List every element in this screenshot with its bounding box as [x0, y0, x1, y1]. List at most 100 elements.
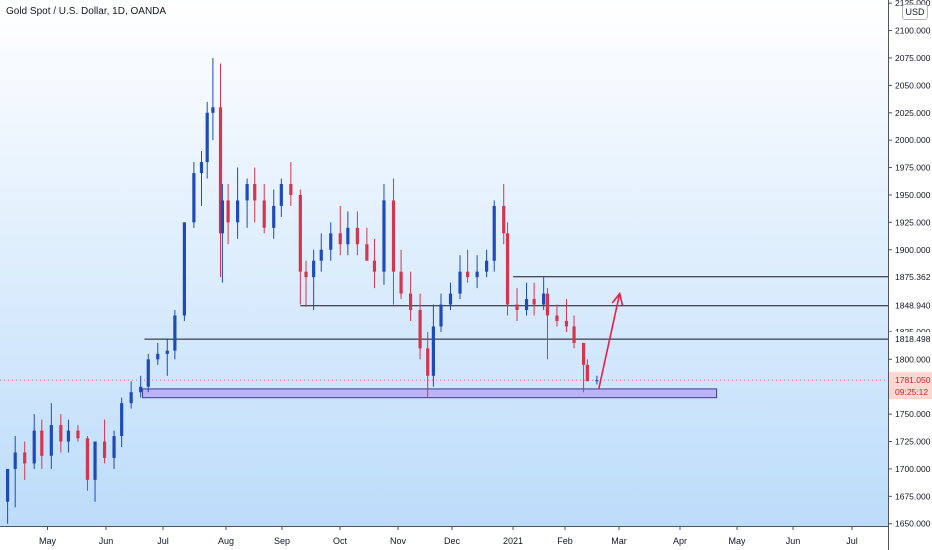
candle-body — [139, 386, 143, 393]
candle — [298, 189, 302, 305]
candle — [346, 211, 350, 256]
candle-body — [304, 271, 308, 278]
x-tick-label: May — [39, 536, 57, 546]
candle-body — [220, 200, 225, 234]
candle-body — [585, 364, 589, 382]
y-tick-label: 1750.000 — [895, 409, 931, 419]
candle — [205, 101, 209, 179]
candle-body — [32, 430, 36, 464]
candle-body — [399, 271, 403, 294]
x-tick-label: Jul — [846, 536, 858, 546]
candle-body — [146, 359, 150, 387]
y-tick-label: 1975.000 — [895, 163, 931, 173]
candle-body — [173, 315, 177, 351]
candle — [475, 255, 479, 289]
x-tick-label: Aug — [218, 536, 234, 546]
candle-body — [165, 350, 169, 354]
level-label: 1818.498 — [895, 334, 931, 344]
candle — [466, 249, 470, 283]
candle-body — [355, 227, 359, 245]
chart-title: Gold Spot / U.S. Dollar, 1D, OANDA — [6, 6, 167, 17]
candle — [505, 222, 510, 316]
candle-body — [595, 380, 599, 382]
y-tick-label: 1825.000 — [895, 327, 931, 337]
candle-body — [66, 430, 71, 442]
candle-body — [372, 260, 377, 272]
candle — [426, 331, 430, 398]
candle — [542, 277, 546, 311]
candle-body — [59, 425, 63, 442]
candle-body — [236, 200, 240, 223]
candle — [253, 167, 257, 223]
candle — [226, 184, 230, 245]
plot-background — [0, 0, 888, 526]
candle — [66, 419, 71, 453]
candle-body — [312, 260, 316, 278]
candle — [220, 184, 225, 283]
candle — [595, 375, 599, 385]
x-tick-label: 2021 — [503, 536, 523, 546]
y-tick-label: 1650.000 — [895, 519, 931, 529]
candle — [418, 293, 422, 360]
candle-body — [555, 315, 559, 321]
candle-body — [418, 310, 422, 349]
candle — [23, 441, 27, 480]
countdown-label: 09:25:12 — [895, 387, 928, 397]
candle — [365, 227, 369, 261]
candle-body — [391, 200, 396, 272]
candle-body — [253, 184, 257, 201]
y-tick-label: 1900.000 — [895, 245, 931, 255]
candle-body — [408, 293, 413, 311]
candle-body — [365, 244, 369, 261]
candle-body — [515, 304, 519, 311]
candle — [112, 430, 116, 469]
candle — [76, 425, 80, 442]
candle — [120, 397, 124, 448]
candle — [146, 353, 150, 393]
candle — [399, 249, 403, 300]
currency-badge[interactable]: USD — [902, 4, 928, 20]
arrow-shaft — [597, 293, 621, 390]
candle-body — [182, 222, 186, 316]
y-tick-label: 2050.000 — [895, 80, 931, 90]
candle — [572, 315, 576, 349]
y-tick-label: 2075.000 — [895, 53, 931, 63]
x-tick-label: Apr — [673, 536, 687, 546]
candle-body — [564, 320, 569, 327]
candle-body — [431, 326, 435, 376]
y-tick-label: 2025.000 — [895, 108, 931, 118]
candle-body — [226, 200, 230, 223]
candle — [372, 238, 377, 289]
x-tick-label: May — [728, 536, 746, 546]
support-zone — [142, 388, 718, 399]
candle-body — [505, 233, 510, 305]
candle-body — [329, 233, 333, 250]
candle — [338, 205, 342, 256]
level-label: 1875.362 — [895, 272, 931, 282]
candle — [6, 468, 10, 524]
x-tick-label: Mar — [611, 536, 627, 546]
candle-body — [76, 430, 80, 439]
candle-body — [298, 194, 302, 272]
candle-body — [475, 271, 479, 278]
candle-body — [581, 342, 586, 365]
y-tick-label: 1675.000 — [895, 491, 931, 501]
candle — [564, 299, 569, 332]
candle — [102, 419, 107, 464]
candle — [382, 184, 386, 285]
candle — [129, 381, 133, 409]
candle — [236, 167, 240, 239]
candle-body — [532, 299, 536, 305]
candle-body — [23, 452, 27, 464]
candle — [211, 57, 215, 141]
candle-body — [112, 436, 116, 458]
candle-body — [458, 271, 462, 294]
candle — [13, 436, 17, 508]
current-price-badge: 1781.050 09:25:12 — [889, 372, 932, 400]
candle — [585, 359, 589, 382]
y-tick-label: 2000.000 — [895, 135, 931, 145]
candle — [524, 282, 529, 316]
candle — [156, 342, 160, 365]
